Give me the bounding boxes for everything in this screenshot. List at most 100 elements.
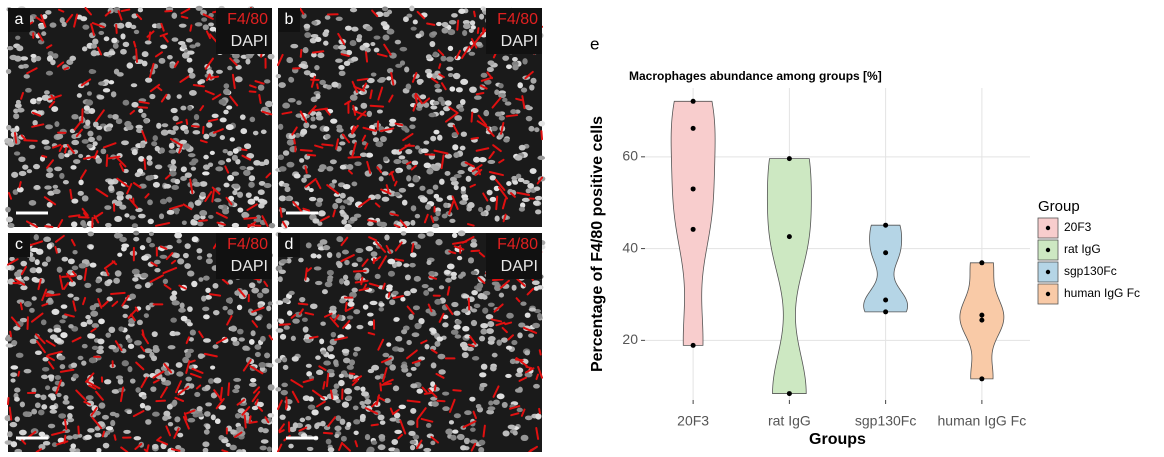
nucleus (449, 420, 454, 424)
nucleus (208, 22, 214, 26)
nucleus (327, 270, 334, 276)
nucleus (449, 86, 455, 91)
nucleus (521, 88, 527, 93)
nucleus (447, 263, 455, 269)
nucleus (233, 378, 241, 382)
nucleus (316, 370, 323, 375)
nucleus (460, 445, 466, 450)
nucleus (77, 93, 82, 98)
nucleus (410, 252, 417, 257)
nucleus (133, 237, 139, 242)
nucleus (84, 283, 91, 288)
nucleus (113, 43, 119, 49)
nucleus (20, 261, 27, 267)
nucleus (44, 146, 51, 150)
nucleus (356, 257, 362, 262)
nucleus (303, 395, 310, 401)
nucleus (232, 190, 237, 195)
nucleus (399, 405, 406, 410)
nucleus (197, 406, 203, 411)
nucleus (477, 283, 483, 289)
nucleus (180, 302, 185, 308)
nucleus (326, 85, 332, 90)
nucleus (32, 296, 37, 300)
nucleus (410, 445, 415, 450)
nucleus (124, 213, 129, 217)
nucleus (525, 105, 531, 110)
chart-title: Macrophages abundance among groups [%] (629, 69, 882, 83)
nucleus (430, 105, 437, 109)
nucleus (386, 342, 391, 346)
nucleus (240, 114, 246, 119)
nucleus (98, 31, 104, 35)
nucleus (60, 364, 66, 369)
nucleus (292, 318, 300, 323)
nucleus (281, 383, 288, 387)
nucleus (189, 73, 196, 79)
nucleus (378, 434, 385, 439)
nucleus (205, 385, 211, 391)
nucleus (91, 50, 98, 56)
macrophage (242, 150, 246, 151)
nucleus (177, 258, 184, 264)
macrophage (191, 361, 195, 362)
nucleus (434, 341, 440, 347)
nucleus (503, 138, 510, 143)
nucleus (90, 311, 98, 317)
panel-label: e (590, 34, 599, 53)
nucleus (302, 317, 308, 322)
nucleus (111, 91, 117, 97)
nucleus (393, 159, 401, 164)
macrophage (64, 68, 68, 69)
nucleus (469, 86, 477, 92)
nucleus (378, 414, 385, 420)
nucleus (24, 74, 30, 79)
nucleus (96, 126, 102, 130)
nucleus (347, 365, 354, 370)
nucleus (479, 14, 484, 20)
nucleus (482, 295, 488, 300)
nucleus (451, 302, 458, 307)
nucleus (378, 303, 384, 307)
nucleus (339, 71, 346, 76)
macrophage (507, 115, 517, 116)
nucleus (149, 243, 155, 247)
macrophage (366, 52, 367, 61)
nucleus (181, 44, 187, 49)
macrophage (358, 79, 368, 80)
nucleus (452, 429, 458, 433)
nucleus (233, 148, 239, 154)
nucleus (517, 368, 524, 374)
nucleus (6, 69, 11, 74)
nucleus (106, 127, 112, 132)
nucleus (336, 236, 343, 242)
nucleus (34, 185, 40, 190)
point (979, 318, 984, 323)
nucleus (213, 377, 221, 383)
nucleus (77, 275, 83, 280)
nucleus (205, 288, 210, 293)
nucleus (50, 22, 57, 27)
nucleus (203, 24, 209, 30)
nucleus (121, 140, 129, 145)
nucleus (438, 97, 444, 102)
nucleus (449, 219, 455, 223)
point (883, 309, 888, 314)
nucleus (505, 374, 512, 378)
macrophage (380, 383, 381, 390)
nucleus (58, 355, 66, 360)
macrophage (115, 435, 116, 439)
macrophage (194, 85, 204, 86)
nucleus (335, 198, 342, 203)
nucleus (359, 401, 365, 405)
nucleus (299, 158, 304, 163)
nucleus (471, 320, 477, 326)
nucleus (267, 363, 273, 367)
nucleus (242, 345, 249, 350)
nucleus (351, 57, 358, 62)
nucleus (212, 114, 219, 118)
nucleus (396, 336, 403, 341)
nucleus (134, 436, 142, 440)
nucleus (96, 157, 102, 163)
nucleus (324, 406, 330, 410)
